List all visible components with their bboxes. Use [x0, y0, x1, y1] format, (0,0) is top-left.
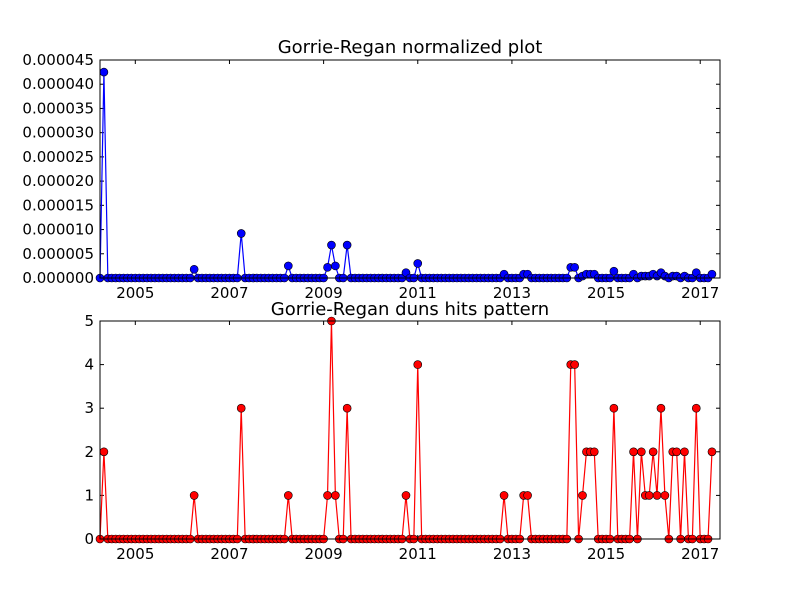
normalized-plot-area — [100, 60, 720, 278]
duns-hits-x-tick-label: 2011 — [399, 545, 437, 563]
normalized-data-point — [413, 259, 423, 268]
duns-hits-data-point — [189, 491, 199, 500]
duns-hits-data-point — [648, 447, 658, 457]
duns-hits-data-point — [644, 491, 654, 500]
duns-hits-data-point — [401, 491, 411, 500]
duns-hits-title: Gorrie-Regan duns hits pattern — [271, 299, 549, 320]
duns-hits-data-point — [691, 403, 701, 413]
duns-hits-x-tick-label: 2017 — [681, 545, 719, 563]
duns-hits-y-tick-label: 0 — [84, 530, 94, 548]
normalized-plot-title: Gorrie-Regan normalized plot — [278, 37, 543, 58]
duns-hits-data-point — [499, 491, 509, 500]
duns-hits-x-tick-label: 2013 — [493, 545, 531, 563]
normalized-y-tick-label: 0.000020 — [22, 172, 94, 190]
normalized-x-tick-label: 2005 — [116, 284, 154, 302]
normalized-plot-frame — [99, 59, 721, 279]
normalized-x-tick-label: 2015 — [587, 284, 625, 302]
normalized-plot-x-ticks: 2005 2007 2009 2011 2013 2015 2017 — [116, 60, 719, 302]
normalized-plot-panel: Gorrie-Regan normalized plot 0.0000000.0… — [22, 37, 721, 302]
duns-hits-x-tick-label: 2007 — [210, 545, 248, 563]
duns-hits-data-point — [99, 447, 109, 457]
normalized-y-tick-label: 0.000010 — [22, 221, 94, 239]
normalized-data-point — [327, 240, 336, 250]
normalized-data-point — [283, 261, 293, 271]
normalized-y-tick-label: 0.000025 — [22, 148, 94, 166]
duns-hits-frame — [99, 320, 721, 540]
normalized-data-point — [323, 263, 332, 272]
normalized-y-tick-label: 0.000035 — [22, 99, 94, 117]
normalized-y-tick-label: 0.000015 — [22, 196, 94, 214]
duns-hits-y-tick-label: 2 — [84, 443, 94, 461]
normalized-data-point — [570, 263, 579, 272]
normalized-y-tick-label: 0.000040 — [22, 75, 94, 93]
normalized-data-point — [609, 266, 619, 276]
duns-hits-y-tick-label: 1 — [84, 486, 94, 504]
normalized-x-tick-label: 2011 — [399, 284, 437, 302]
duns-hits-data-point — [680, 447, 689, 457]
duns-hits-y-tick-label: 3 — [84, 399, 94, 417]
duns-hits-data-point — [672, 447, 681, 457]
duns-hits-data-point — [656, 403, 666, 413]
normalized-data-point — [236, 229, 246, 238]
normalized-plot-series — [95, 67, 717, 283]
normalized-plot-y-ticks: 0.000000 0.000005 0.000010 0.000015 0.000020… — [22, 51, 720, 287]
duns-hits-data-point — [609, 403, 619, 413]
duns-hits-data-point — [342, 403, 352, 413]
duns-hits-data-point — [413, 360, 423, 369]
normalized-x-tick-label: 2017 — [681, 284, 719, 302]
duns-hits-data-point — [578, 491, 587, 500]
normalized-x-tick-label: 2013 — [493, 284, 531, 302]
duns-hits-data-point — [652, 491, 662, 500]
duns-hits-y-tick-label: 4 — [84, 356, 94, 374]
normalized-y-tick-label: 0.000000 — [22, 269, 94, 287]
duns-hits-y-tick-label: 5 — [84, 312, 94, 330]
duns-hits-data-point — [637, 447, 646, 457]
normalized-data-point — [707, 269, 717, 279]
duns-hits-data-point — [323, 491, 332, 500]
normalized-y-tick-label: 0.000045 — [22, 51, 94, 69]
duns-hits-data-point — [570, 360, 579, 369]
duns-hits-x-tick-label: 2015 — [587, 545, 625, 563]
duns-hits-panel: Gorrie-Regan duns hits pattern 0 1 2 3 4 5 20… — [84, 299, 721, 563]
normalized-y-tick-label: 0.000030 — [22, 124, 94, 142]
duns-hits-x-tick-label: 2005 — [116, 545, 154, 563]
duns-hits-data-point — [331, 491, 340, 500]
duns-hits-x-tick-label: 2009 — [305, 545, 343, 563]
normalized-y-tick-label: 0.000005 — [22, 245, 94, 263]
duns-hits-x-ticks: 2005 2007 2009 2011 2013 2015 2017 — [116, 321, 719, 563]
normalized-data-point — [99, 67, 109, 77]
duns-hits-data-point — [523, 491, 532, 500]
duns-hits-data-point — [589, 447, 599, 457]
normalized-data-point — [342, 240, 352, 250]
normalized-x-tick-label: 2007 — [210, 284, 248, 302]
duns-hits-data-point — [236, 403, 246, 413]
normalized-x-tick-label: 2009 — [305, 284, 343, 302]
duns-hits-data-point — [707, 447, 717, 457]
normalized-data-point — [331, 261, 340, 271]
duns-hits-data-point — [283, 491, 293, 500]
duns-hits-data-point — [660, 491, 670, 500]
duns-hits-data-point — [629, 447, 638, 457]
normalized-data-point — [189, 264, 199, 274]
